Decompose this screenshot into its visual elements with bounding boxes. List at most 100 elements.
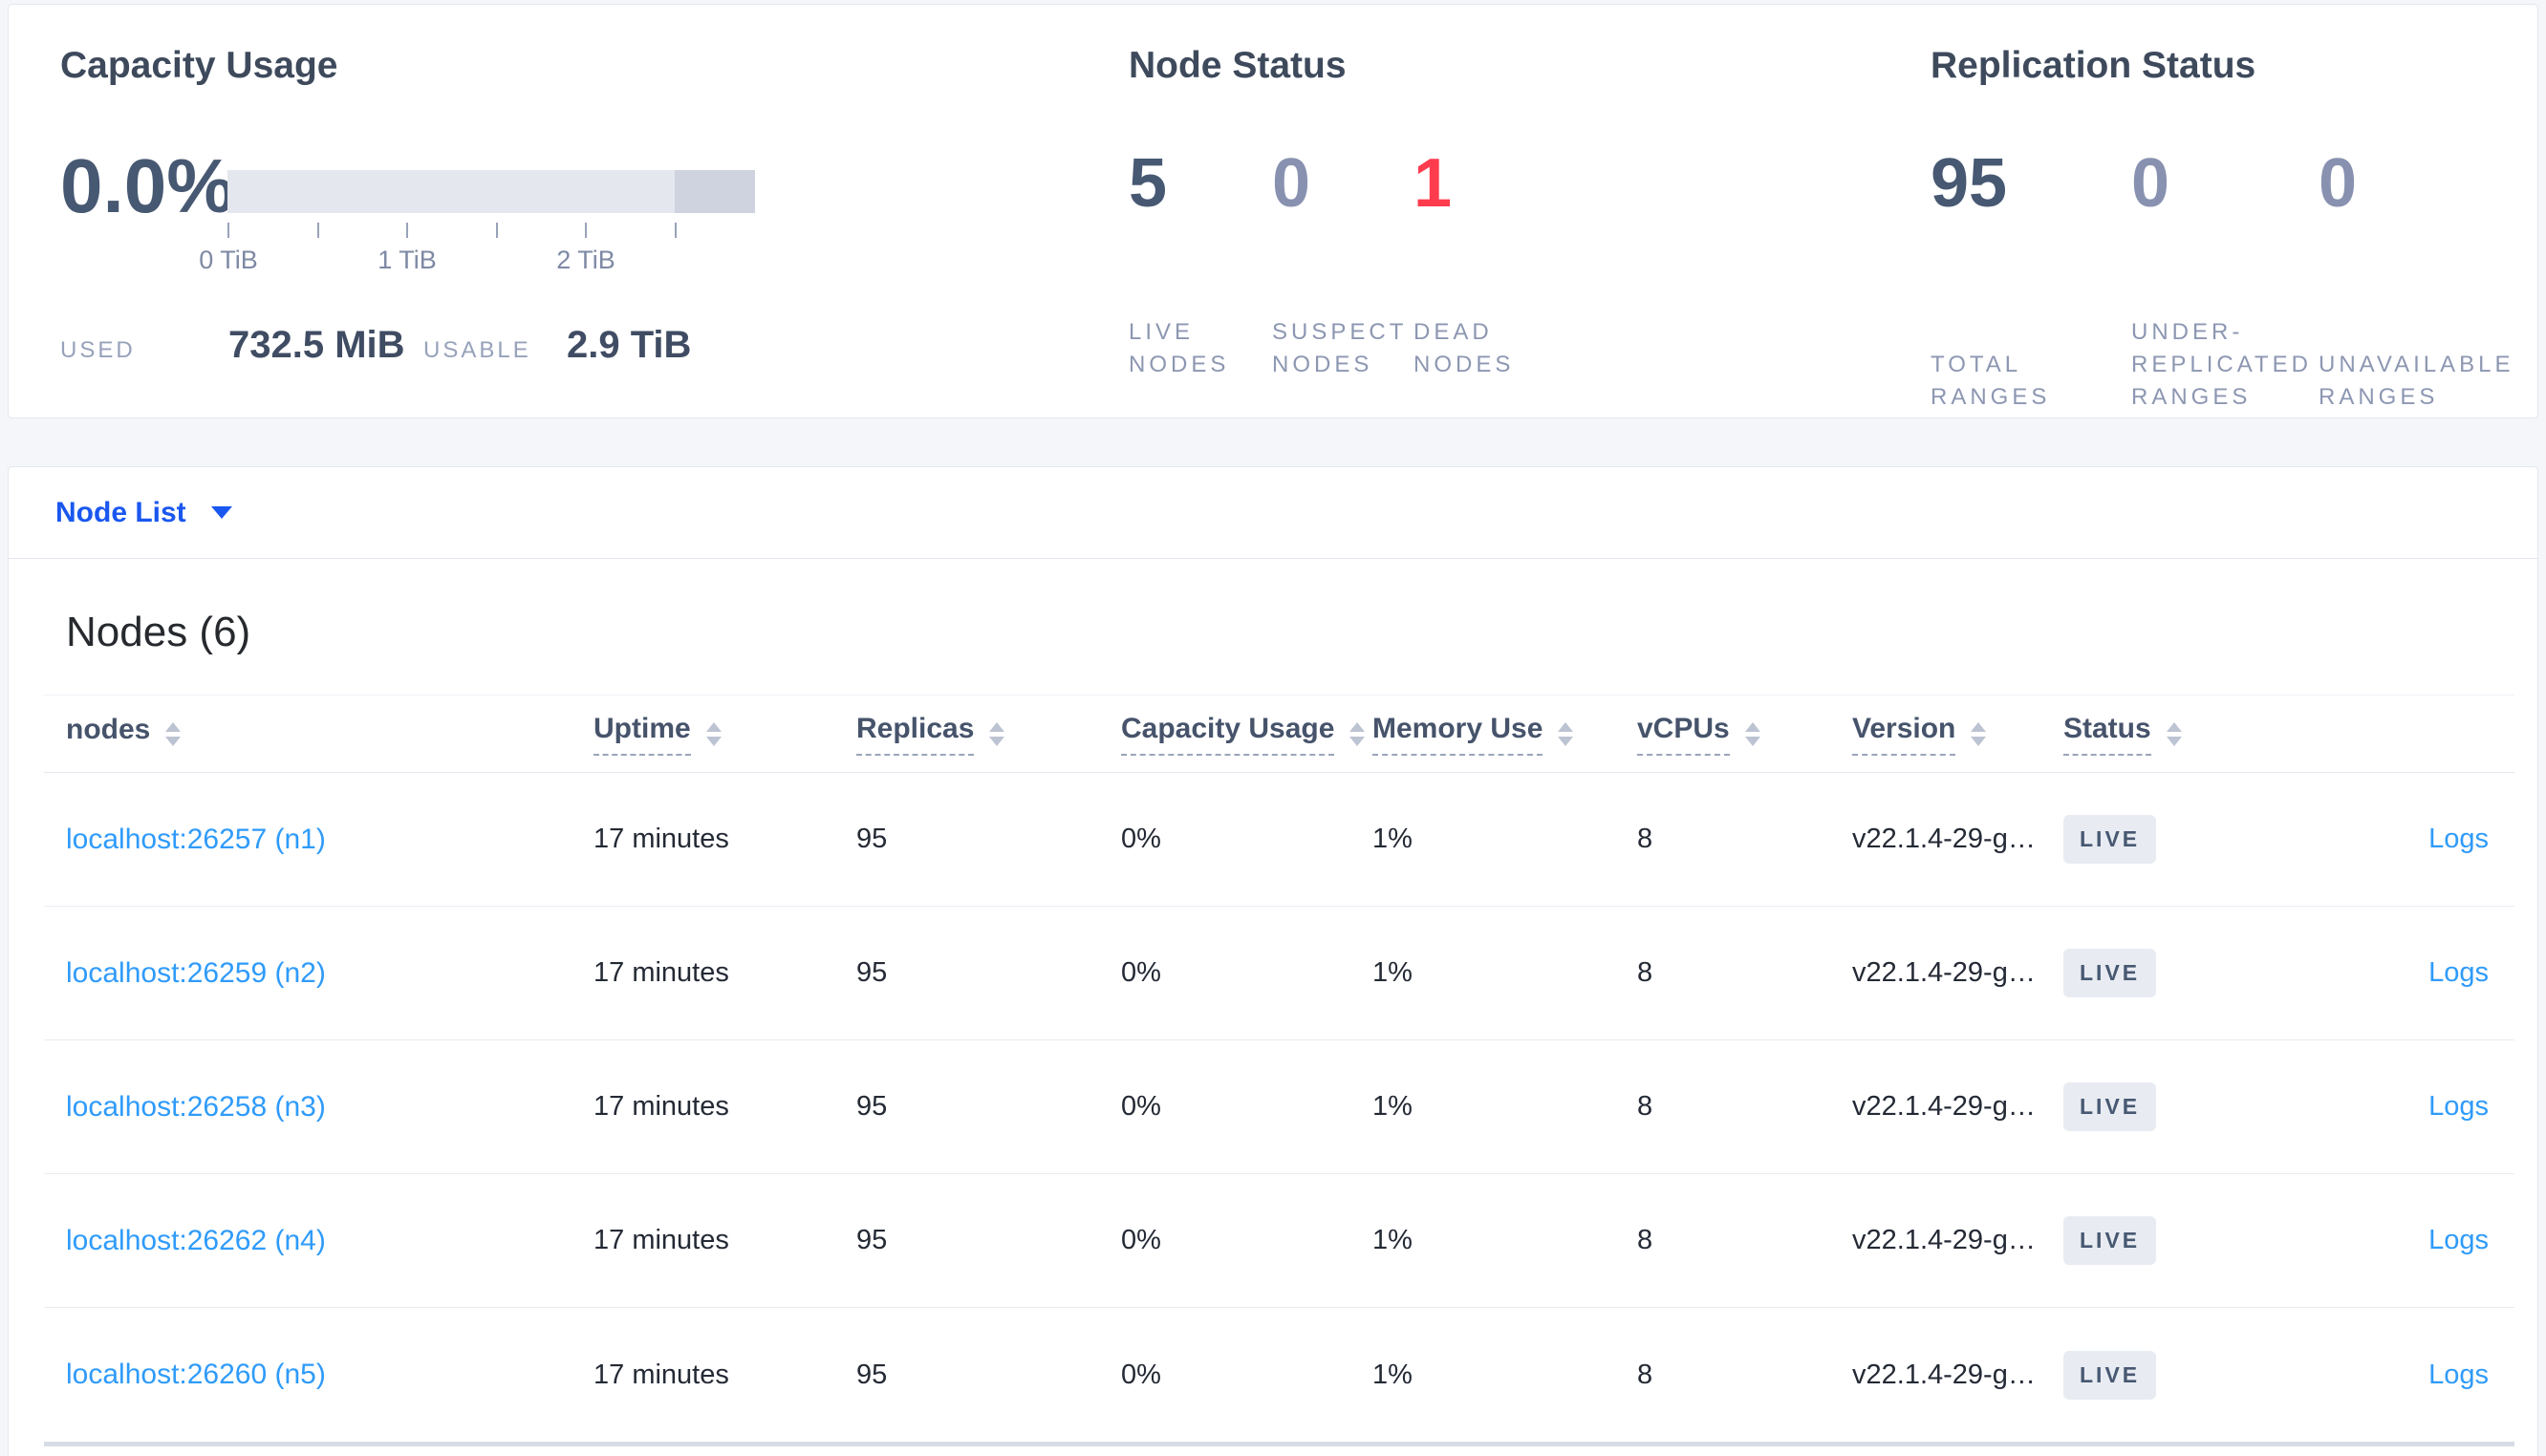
vcpus-cell: 8 (1637, 957, 1653, 988)
uptime-cell: 17 minutes (593, 1359, 729, 1390)
version-cell: v22.1.4-29-g… (1852, 1359, 2036, 1390)
logs-link[interactable]: Logs (2428, 1225, 2489, 1255)
sort-icon (2166, 721, 2182, 746)
logs-link[interactable]: Logs (2428, 1091, 2489, 1122)
status-badge: LIVE (2063, 1216, 2157, 1265)
live-nodes-label: LIVE NODES (1129, 319, 1230, 378)
status-badge: LIVE (2063, 1350, 2157, 1400)
gauge-tick (227, 223, 229, 238)
column-header-uptime[interactable]: Uptime (593, 713, 856, 756)
gauge-tick-label: 1 TiB (378, 246, 437, 274)
nodes-table-header: nodes Uptime Replicas Capacity Usage Mem… (44, 695, 2514, 773)
chevron-down-icon (210, 506, 232, 519)
replicas-cell: 95 (856, 1359, 888, 1390)
replicas-cell: 95 (856, 957, 888, 988)
logs-link[interactable]: Logs (2428, 1359, 2489, 1390)
gauge-tick (674, 223, 677, 238)
capacity-usage-title: Capacity Usage (60, 45, 338, 86)
node-link[interactable]: localhost:26258 (n3) (66, 1090, 326, 1123)
status-badge: LIVE (2063, 815, 2157, 864)
table-row: localhost:26259 (n2) 17 minutes 95 0% 1%… (44, 907, 2514, 1040)
capacity-gauge-dark-segment (674, 170, 755, 213)
replication-status-title: Replication Status (1931, 45, 2256, 86)
gauge-tick-label: 2 TiB (556, 246, 615, 274)
memory-cell: 1% (1372, 1225, 1413, 1255)
capacity-legend: USED 732.5 MiB USABLE 2.9 TiB (60, 324, 787, 367)
memory-cell: 1% (1372, 957, 1413, 988)
column-header-capacity-usage[interactable]: Capacity Usage (1121, 713, 1372, 756)
column-header-replicas[interactable]: Replicas (856, 713, 1121, 756)
uptime-cell: 17 minutes (593, 824, 729, 854)
table-row: localhost:26257 (n1) 17 minutes 95 0% 1%… (44, 773, 2514, 907)
suspect-nodes-label: SUSPECT NODES (1272, 319, 1407, 378)
gauge-tick (495, 223, 498, 238)
column-header-version[interactable]: Version (1852, 713, 2063, 756)
live-nodes-count: 5 (1129, 145, 1168, 222)
capacity-cell: 0% (1121, 1359, 1161, 1390)
sort-icon (165, 721, 182, 746)
node-link[interactable]: localhost:26259 (n2) (66, 956, 326, 989)
unavailable-ranges-label: UNAVAILABLE RANGES (2319, 352, 2514, 411)
vcpus-cell: 8 (1637, 1359, 1653, 1390)
capacity-percent-value: 0.0% (60, 143, 235, 228)
usable-label: USABLE (423, 337, 531, 363)
capacity-cell: 0% (1121, 1225, 1161, 1255)
node-status-panel: Node Status 5 0 1 LIVE NODES SUSPECT NOD… (1129, 45, 1759, 398)
logs-link[interactable]: Logs (2428, 957, 2489, 988)
dead-nodes-count: 1 (1413, 145, 1453, 222)
replicas-cell: 95 (856, 1091, 888, 1122)
capacity-cell: 0% (1121, 1091, 1161, 1122)
node-status-title: Node Status (1129, 45, 1347, 86)
capacity-usage-panel: Capacity Usage 0.0% 0 TiB 1 TiB 2 TiB US… (60, 45, 806, 398)
node-link[interactable]: localhost:26262 (n4) (66, 1224, 326, 1256)
nodes-section: Nodes (6) nodes Uptime Replicas Capacity… (9, 609, 2537, 1446)
table-row: localhost:26262 (n4) 17 minutes 95 0% 1%… (44, 1174, 2514, 1308)
table-bottom-divider (44, 1442, 2514, 1446)
version-cell: v22.1.4-29-g… (1852, 1091, 2036, 1122)
logs-link[interactable]: Logs (2428, 824, 2489, 854)
replication-status-panel: Replication Status 95 0 0 TOTAL RANGES U… (1931, 45, 2523, 410)
vcpus-cell: 8 (1637, 1225, 1653, 1255)
under-replicated-ranges-label: UNDER-REPLICATED RANGES (2131, 319, 2312, 411)
capacity-cell: 0% (1121, 957, 1161, 988)
column-header-status[interactable]: Status (2063, 713, 2302, 756)
total-ranges-label: TOTAL RANGES (1931, 352, 2051, 411)
sort-icon (1971, 721, 1987, 746)
gauge-tick-label: 0 TiB (199, 246, 258, 274)
version-cell: v22.1.4-29-g… (1852, 957, 2036, 988)
table-row: localhost:26258 (n3) 17 minutes 95 0% 1%… (44, 1040, 2514, 1174)
uptime-cell: 17 minutes (593, 1225, 729, 1255)
node-link[interactable]: localhost:26260 (n5) (66, 1359, 326, 1390)
replicas-cell: 95 (856, 1225, 888, 1255)
status-badge: LIVE (2063, 1082, 2157, 1131)
version-cell: v22.1.4-29-g… (1852, 1225, 2036, 1255)
unavailable-ranges-count: 0 (2319, 145, 2358, 222)
node-list-dropdown[interactable]: Node List (9, 467, 2537, 559)
nodes-table: nodes Uptime Replicas Capacity Usage Mem… (44, 695, 2514, 1446)
usable-value: 2.9 TiB (567, 324, 692, 366)
memory-cell: 1% (1372, 824, 1413, 854)
gauge-tick (406, 223, 409, 238)
column-header-vcpus[interactable]: vCPUs (1637, 713, 1852, 756)
replicas-cell: 95 (856, 824, 888, 854)
gauge-tick (316, 223, 319, 238)
dead-nodes-label: DEAD NODES (1413, 319, 1515, 378)
memory-cell: 1% (1372, 1091, 1413, 1122)
node-list-card: Node List Nodes (6) nodes Uptime Replica… (8, 466, 2538, 1456)
sort-icon (989, 721, 1005, 746)
capacity-cell: 0% (1121, 824, 1161, 854)
column-header-nodes[interactable]: nodes (44, 714, 593, 755)
capacity-gauge-bar (227, 170, 755, 213)
used-label: USED (60, 337, 136, 363)
used-value: 732.5 MiB (228, 324, 405, 366)
suspect-nodes-count: 0 (1272, 145, 1311, 222)
sort-icon (1744, 721, 1760, 746)
total-ranges-count: 95 (1931, 145, 2008, 222)
uptime-cell: 17 minutes (593, 957, 729, 988)
uptime-cell: 17 minutes (593, 1091, 729, 1122)
node-link[interactable]: localhost:26257 (n1) (66, 823, 326, 855)
column-header-memory-use[interactable]: Memory Use (1372, 713, 1637, 756)
nodes-section-title: Nodes (6) (66, 609, 251, 655)
vcpus-cell: 8 (1637, 1091, 1653, 1122)
memory-cell: 1% (1372, 1359, 1413, 1390)
